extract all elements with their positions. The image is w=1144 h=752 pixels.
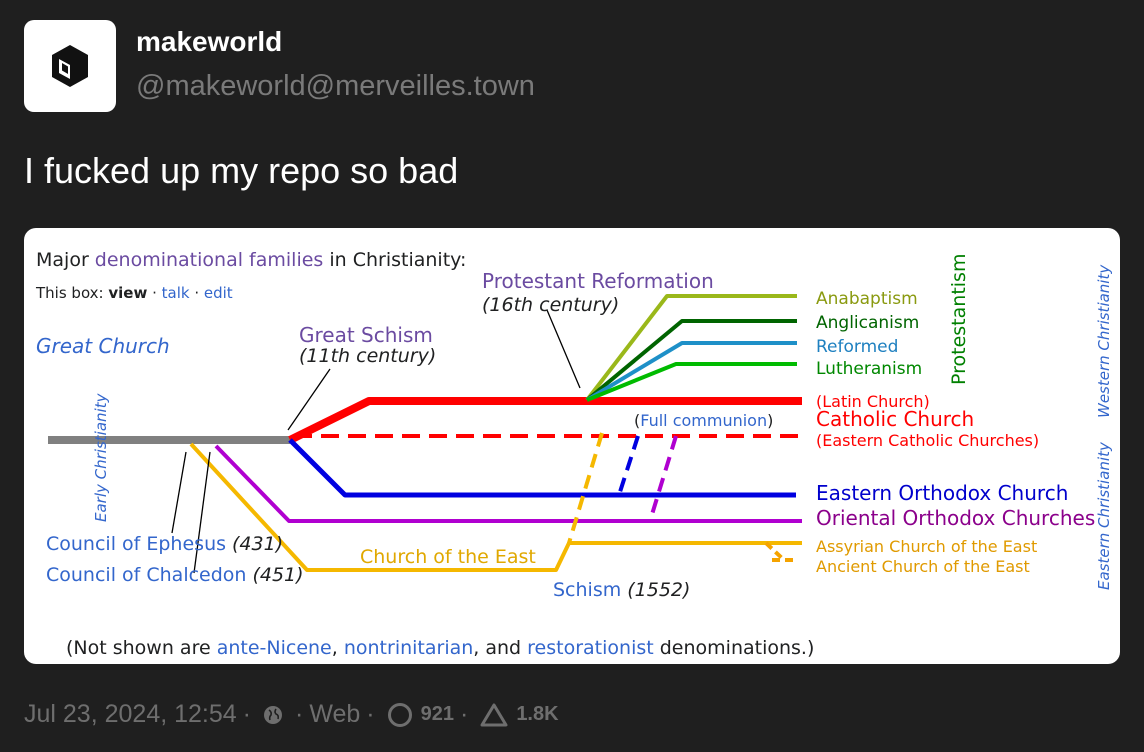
meta-dot: ·: [295, 700, 304, 728]
box-prefix: This box:: [35, 284, 108, 302]
post-text: I fucked up my repo so bad: [24, 150, 459, 191]
box-dot-1: ·: [147, 284, 161, 302]
church-of-east-label: Church of the East: [360, 546, 536, 568]
oriental-orthodox-line: [214, 444, 802, 523]
footer-link-restorationist: restorationist: [527, 637, 654, 659]
lutheranism-label: Lutheranism: [816, 359, 922, 379]
globe-icon: [263, 705, 283, 725]
attached-image[interactable]: Major denominational families in Christi…: [24, 228, 1120, 664]
box-dot-2: ·: [190, 284, 204, 302]
anglicanism-line: [585, 319, 797, 402]
header-prefix: Major: [36, 249, 95, 271]
oriental-communion-dashed: [648, 435, 678, 522]
christianity-denominations-diagram: Major denominational families in Christi…: [35, 249, 1113, 659]
protestantism-label: Protestantism: [948, 254, 970, 385]
triangle-icon[interactable]: [480, 702, 508, 728]
svg-text:This box: view · talk · edit: This box: view · talk · edit: [35, 284, 233, 302]
box-view-link: view: [108, 284, 147, 302]
early-christianity-label: Early Christianity: [92, 392, 110, 522]
orthodox-communion-dashed: [617, 435, 640, 496]
schism-label: Schism: [553, 579, 621, 601]
lutheranism-line: [586, 362, 797, 402]
makeworld-logo-icon: [52, 45, 88, 87]
ephesus-year: (431): [232, 533, 283, 555]
header-suffix: in Christianity:: [323, 249, 466, 271]
post-meta: Jul 23, 2024, 12:54 · · Web · 921 · 1.8K: [24, 700, 559, 729]
eastern-christianity-label: Eastern Christianity: [1095, 441, 1113, 590]
reformation-century: (16th century): [482, 294, 619, 316]
boost-count: 1.8K: [516, 703, 559, 725]
chalcedon-label: Council of Chalcedon: [46, 564, 246, 586]
reformed-label: Reformed: [816, 337, 898, 357]
svg-text:(Full communion): (Full communion): [634, 411, 773, 430]
svg-text:Council of Ephesus(431): Council of Ephesus (431): [46, 533, 283, 555]
meta-dot: ·: [459, 700, 469, 728]
eastern-orthodox-line: [288, 438, 796, 498]
eastern-catholic-label: (Eastern Catholic Churches): [816, 431, 1039, 450]
author-handle[interactable]: @makeworld@merveilles.town: [136, 70, 535, 102]
svg-text:(Not shown are ante-Nicene, no: (Not shown are ante-Nicene, nontrinitari…: [66, 637, 814, 659]
catholic-latin-line: [288, 397, 802, 444]
great-church-label: Great Church: [36, 334, 170, 358]
catholic-church-label: Catholic Church: [816, 407, 974, 431]
footer-link-nontrinitarian: nontrinitarian: [344, 637, 473, 659]
schism-dashed-line: [567, 432, 604, 544]
western-christianity-label: Western Christianity: [1095, 264, 1113, 418]
great-schism-label: Great Schism: [299, 323, 433, 347]
svg-text:Council of Chalcedon(451): Council of Chalcedon (451): [46, 564, 304, 586]
full-communion-link: Full communion: [640, 411, 767, 430]
schism-year: (1552): [627, 579, 690, 601]
anabaptism-line: [585, 294, 797, 402]
author-display-name[interactable]: makeworld: [136, 26, 283, 57]
avatar[interactable]: [24, 20, 116, 112]
header-link: denominational families: [95, 249, 324, 271]
timestamp[interactable]: Jul 23, 2024, 12:54: [24, 700, 237, 728]
ancient-church-label: Ancient Church of the East: [816, 557, 1030, 576]
reformed-line: [585, 341, 797, 402]
svg-text:Major denominational families: Major denominational families in Christi…: [36, 249, 466, 271]
anglicanism-label: Anglicanism: [816, 313, 919, 333]
box-edit-link: edit: [204, 284, 233, 302]
eastern-orthodox-label: Eastern Orthodox Church: [816, 481, 1068, 505]
meta-dot: ·: [366, 700, 375, 728]
assyrian-label: Assyrian Church of the East: [816, 537, 1037, 556]
reply-count: 921: [420, 703, 454, 725]
reply-circle-icon[interactable]: [387, 702, 413, 728]
meta-dot: ·: [242, 700, 251, 728]
latin-church-label: (Latin Church): [816, 392, 930, 411]
box-talk-link: talk: [162, 284, 190, 302]
chalcedon-year: (451): [252, 564, 303, 586]
footer-link-ante-nicene: ante-Nicene: [217, 637, 332, 659]
oriental-orthodox-label: Oriental Orthodox Churches: [816, 506, 1095, 530]
great-schism-century: (11th century): [299, 345, 436, 367]
client-label: Web: [309, 700, 361, 728]
ephesus-label: Council of Ephesus: [46, 533, 226, 555]
svg-text:Schism(1552): Schism (1552): [553, 579, 690, 601]
protestant-reformation-label: Protestant Reformation: [482, 269, 714, 293]
footer-prefix: (Not shown are: [66, 637, 217, 659]
church-of-east-line: [189, 442, 802, 572]
anabaptism-label: Anabaptism: [816, 289, 918, 309]
